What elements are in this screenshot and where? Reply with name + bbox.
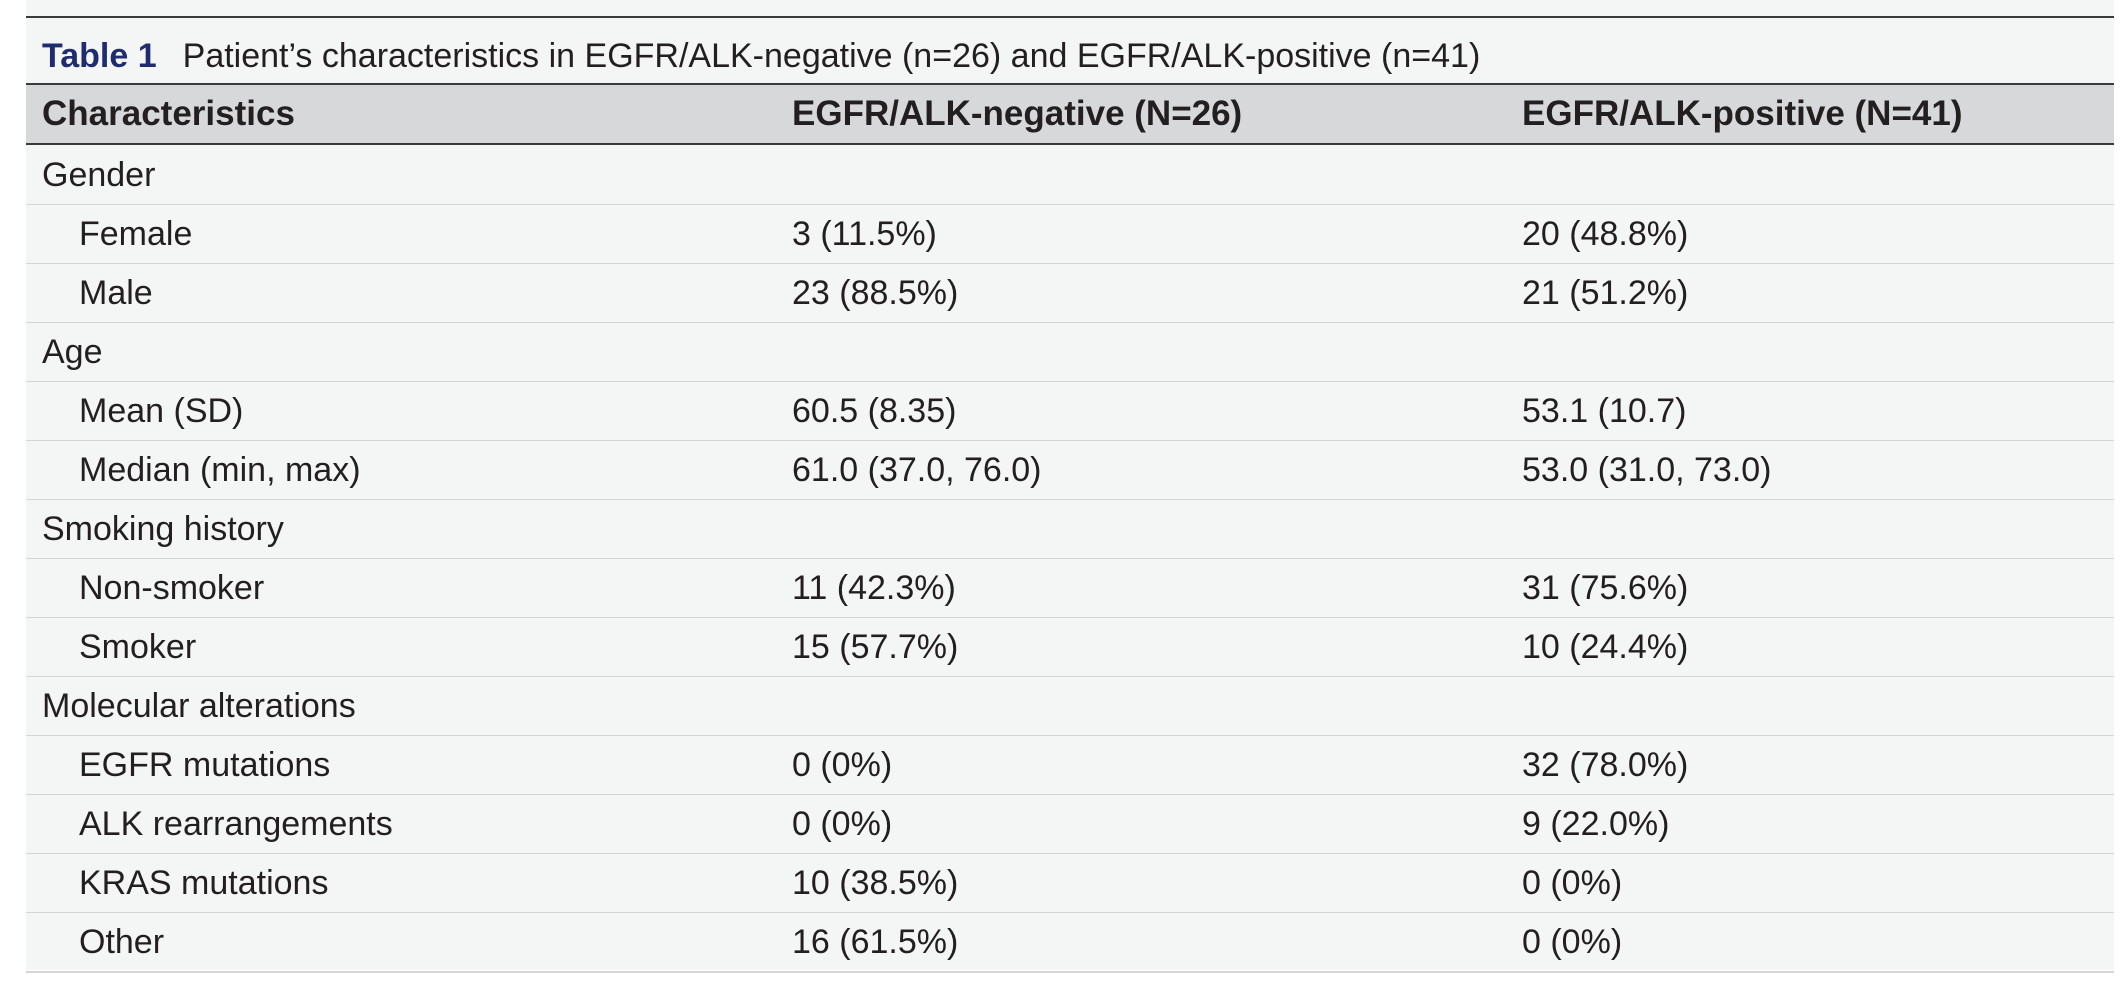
table-row: EGFR mutations 0 (0%) 32 (78.0%) [26, 736, 2114, 795]
positive-value: 32 (78.0%) [1522, 746, 1689, 784]
positive-value: 20 (48.8%) [1522, 215, 1689, 253]
negative-value: 11 (42.3%) [792, 569, 956, 607]
top-rule [26, 16, 2114, 18]
table-title: Patient’s characteristics in EGFR/ALK-ne… [182, 37, 1481, 75]
table-row: Female 3 (11.5%) 20 (48.8%) [26, 205, 2114, 264]
table-group-row: Smoking history [26, 500, 2114, 559]
row-label: KRAS mutations [79, 864, 329, 902]
table-row: Mean (SD) 60.5 (8.35) 53.1 (10.7) [26, 382, 2114, 441]
table-row: Non-smoker 11 (42.3%) 31 (75.6%) [26, 559, 2114, 618]
positive-value: 0 (0%) [1522, 923, 1623, 961]
positive-value: 31 (75.6%) [1522, 569, 1689, 607]
table-row: KRAS mutations 10 (38.5%) 0 (0%) [26, 854, 2114, 913]
group-label: Smoking history [42, 510, 284, 548]
row-label: Smoker [79, 628, 197, 666]
negative-value: 60.5 (8.35) [792, 392, 957, 430]
positive-value: 53.1 (10.7) [1522, 392, 1687, 430]
row-label: EGFR mutations [79, 746, 331, 784]
table-row: Median (min, max) 61.0 (37.0, 76.0) 53.0 (… [26, 441, 2114, 500]
table-group-row: Molecular alterations [26, 677, 2114, 736]
table-group-row: Gender [26, 146, 2114, 205]
row-label: Median (min, max) [79, 451, 361, 489]
row-label: Male [79, 274, 153, 312]
negative-value: 10 (38.5%) [792, 864, 959, 902]
group-label: Age [42, 333, 103, 371]
group-label: Gender [42, 156, 156, 194]
row-label: ALK rearrangements [79, 805, 393, 843]
negative-value: 16 (61.5%) [792, 923, 959, 961]
table-body: Gender Female 3 (11.5%) 20 (48.8%) Male 23 (8… [26, 146, 2114, 973]
negative-value: 23 (88.5%) [792, 274, 959, 312]
group-label: Molecular alterations [42, 687, 356, 725]
table-row: ALK rearrangements 0 (0%) 9 (22.0%) [26, 795, 2114, 854]
negative-value: 61.0 (37.0, 76.0) [792, 451, 1042, 489]
row-label: Female [79, 215, 193, 253]
positive-value: 10 (24.4%) [1522, 628, 1689, 666]
positive-value: 0 (0%) [1522, 864, 1623, 902]
negative-value: 0 (0%) [792, 805, 893, 843]
positive-value: 9 (22.0%) [1522, 805, 1670, 843]
positive-value: 21 (51.2%) [1522, 274, 1689, 312]
table-1: Table 1 Patient’s characteristics in EGFR… [26, 0, 2114, 973]
row-label: Mean (SD) [79, 392, 244, 430]
header-characteristics: Characteristics [42, 94, 295, 133]
table-row: Smoker 15 (57.7%) 10 (24.4%) [26, 618, 2114, 677]
table-row: Male 23 (88.5%) 21 (51.2%) [26, 264, 2114, 323]
header-egfr-alk-positive: EGFR/ALK-positive (N=41) [1522, 94, 1963, 133]
table-caption: Table 1 Patient’s characteristics in EGFR… [42, 34, 1480, 78]
row-label: Other [79, 923, 165, 961]
table-group-row: Age [26, 323, 2114, 382]
table-header-row: Characteristics EGFR/ALK-negative (N=26)… [26, 83, 2114, 145]
negative-value: 3 (11.5%) [792, 215, 937, 253]
row-label: Non-smoker [79, 569, 265, 607]
negative-value: 0 (0%) [792, 746, 893, 784]
negative-value: 15 (57.7%) [792, 628, 959, 666]
table-label: Table 1 [42, 37, 157, 75]
positive-value: 53.0 (31.0, 73.0) [1522, 451, 1772, 489]
header-egfr-alk-negative: EGFR/ALK-negative (N=26) [792, 94, 1243, 133]
table-row: Other 16 (61.5%) 0 (0%) [26, 913, 2114, 973]
